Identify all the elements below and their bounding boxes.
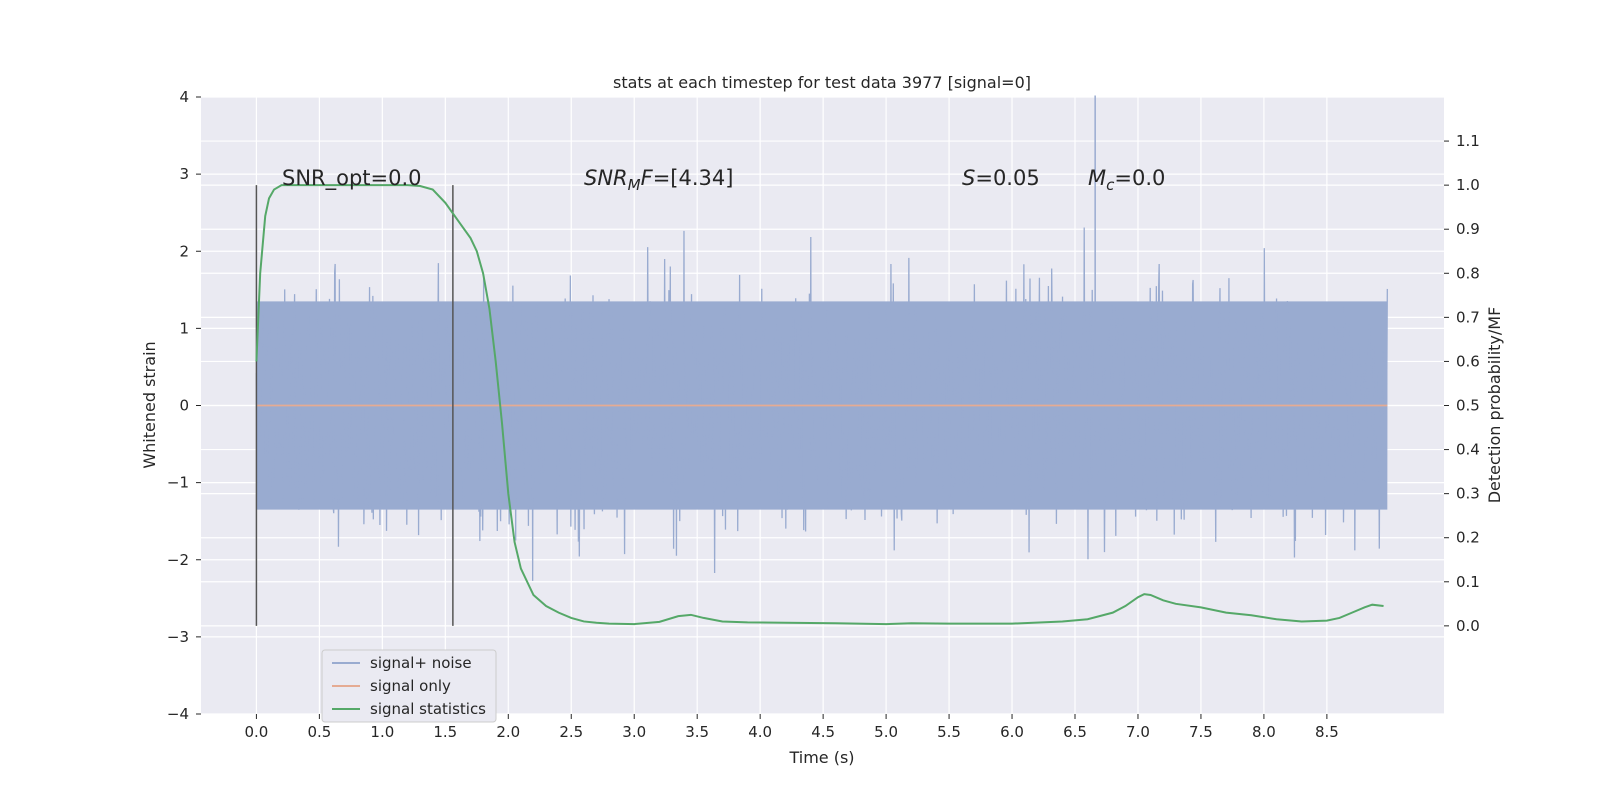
noise-line	[255, 227, 1388, 581]
y-right-tick-label: 0.3	[1456, 485, 1480, 503]
y-right-axis-ticks: 1.1 1.0 0.9 0.8 0.7 0.6 0.5 0.4 0.3 0.2 0.1 0.0	[1444, 132, 1480, 635]
x-tick-label: 5.0	[874, 723, 898, 741]
y-right-tick-label: 0.0	[1456, 617, 1480, 635]
x-axis-label: Time (s)	[788, 748, 854, 767]
x-tick-label: 2.0	[496, 723, 520, 741]
stats-line	[255, 184, 1384, 626]
x-tick-label: 8.0	[1252, 723, 1276, 741]
x-tick-label: 1.5	[433, 723, 457, 741]
y-right-tick-label: 0.5	[1456, 397, 1480, 415]
x-tick-label: 6.5	[1063, 723, 1087, 741]
x-tick-label: 0.0	[244, 723, 268, 741]
legend-label-signal-only: signal only	[370, 677, 451, 695]
snr-opt-annotation: SNR_opt=0.0	[282, 166, 422, 191]
x-axis-ticks: 0.0 0.5 1.0 1.5 2.0 2.5 3.0 3.5 4.0 4.5 5.0 5.5 6.0 6…	[244, 714, 1339, 741]
s-annotation: S=0.05	[962, 166, 1040, 190]
chart-title: stats at each timestep for test data 397…	[613, 73, 1031, 92]
mc-annotation: Mc=0.0	[1088, 166, 1165, 194]
y-right-tick-label: 0.2	[1456, 529, 1480, 547]
x-tick-label: 5.5	[937, 723, 961, 741]
y-left-tick-label: −1	[167, 474, 189, 492]
y-right-tick-label: 0.1	[1456, 573, 1480, 591]
x-tick-label: 0.5	[307, 723, 331, 741]
x-tick-label: 8.5	[1315, 723, 1339, 741]
stats-series	[255, 184, 1384, 626]
y-left-tick-label: −2	[167, 551, 189, 569]
y-left-tick-label: 1	[179, 319, 189, 337]
x-tick-label: 7.5	[1189, 723, 1213, 741]
y-left-tick-label: −3	[167, 628, 189, 646]
x-tick-label: 6.0	[1000, 723, 1024, 741]
y-right-tick-label: 0.8	[1456, 264, 1480, 282]
y-left-axis-label: Whitened strain	[140, 341, 159, 468]
y-right-tick-label: 1.1	[1456, 132, 1480, 150]
y-left-tick-label: 3	[179, 165, 189, 183]
x-tick-label: 1.0	[370, 723, 394, 741]
legend-box	[321, 649, 497, 723]
y-right-tick-label: 0.9	[1456, 220, 1480, 238]
y-right-tick-label: 1.0	[1456, 176, 1480, 194]
y-right-tick-label: 0.6	[1456, 352, 1480, 370]
y-left-tick-label: 2	[179, 242, 189, 260]
x-tick-label: 4.5	[811, 723, 835, 741]
legend: signal+ noise signal only signal statist…	[321, 649, 497, 723]
x-tick-label: 7.0	[1126, 723, 1150, 741]
y-right-axis-label: Detection probability/MF	[1485, 307, 1504, 504]
window-markers	[255, 185, 454, 626]
x-tick-label: 4.0	[748, 723, 772, 741]
y-left-tick-label: 4	[179, 88, 189, 106]
y-left-axis-ticks: 4 3 2 1 0 −1 −2 −3 −4	[167, 88, 201, 723]
snr-mf-annotation: SNRMF=[4.34]	[584, 166, 733, 194]
y-left-tick-label: 0	[179, 397, 189, 415]
x-tick-label: 3.5	[685, 723, 709, 741]
legend-label-stats: signal statistics	[370, 700, 486, 718]
y-right-tick-label: 0.4	[1456, 441, 1480, 459]
y-left-tick-label: −4	[167, 705, 189, 723]
x-tick-label: 2.5	[559, 723, 583, 741]
x-tick-label: 3.0	[622, 723, 646, 741]
y-right-tick-label: 0.7	[1456, 308, 1480, 326]
legend-label-noise: signal+ noise	[370, 654, 472, 672]
